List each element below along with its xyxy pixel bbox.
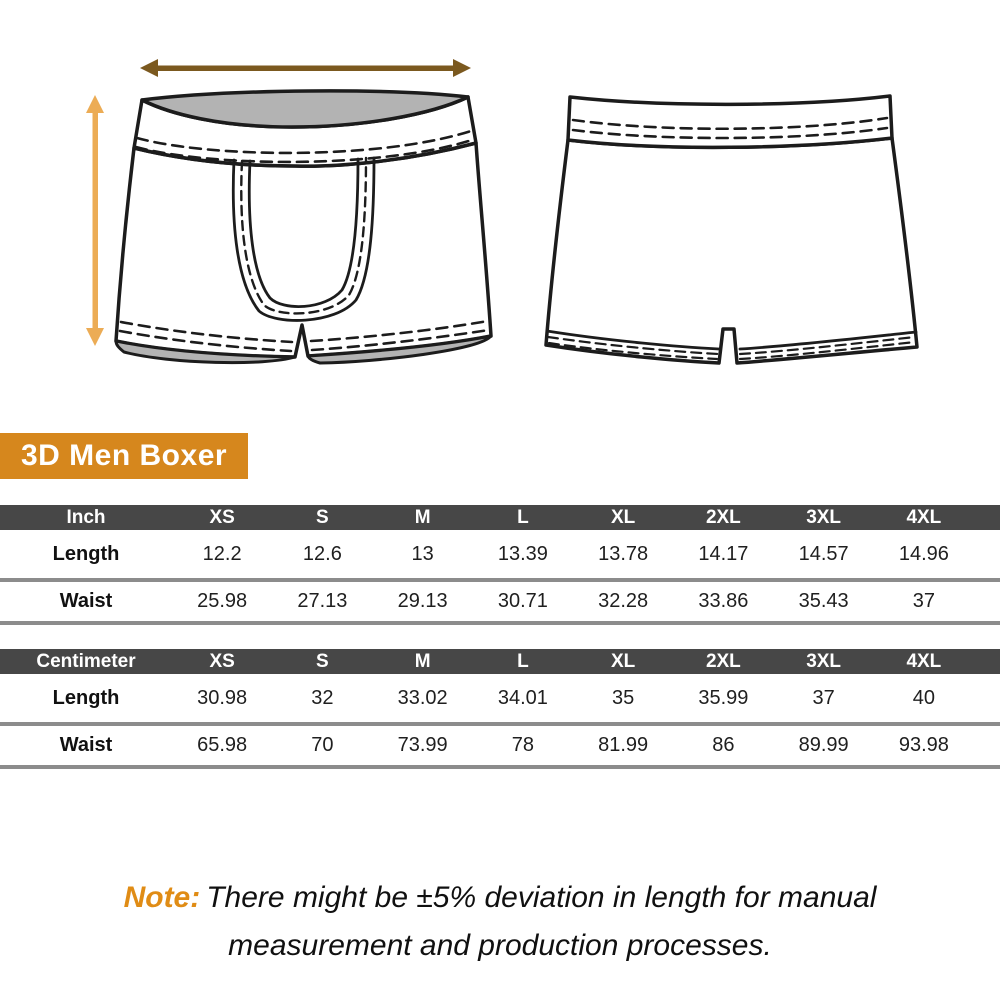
value-cell: 86: [712, 734, 735, 756]
inch-header-row: Inch XS S M L XL 2XL 3XL 4XL: [0, 505, 1000, 530]
size-header-cell: M: [414, 650, 431, 672]
value-cell: 33.86: [698, 590, 749, 612]
boxer-illustration: [86, 59, 919, 365]
value-cell: 32.28: [598, 590, 649, 612]
size-header-cell: 3XL: [806, 506, 842, 528]
table-row: Waist 25.98 27.13 29.13 30.71 32.28 33.8…: [0, 578, 1000, 621]
size-header-cell: 2XL: [705, 650, 741, 672]
length-arrow-icon: [86, 95, 104, 346]
size-header-cell: 2XL: [705, 506, 741, 528]
size-header-cell: 4XL: [906, 506, 942, 528]
centimeter-header-row: Centimeter XS S M L XL 2XL 3XL 4XL: [0, 649, 1000, 674]
value-cell: 35: [612, 686, 635, 709]
size-header-cell: 3XL: [806, 650, 842, 672]
value-cell: 65.98: [197, 734, 248, 756]
value-cell: 13.39: [497, 542, 548, 565]
value-cell: 13: [411, 542, 434, 565]
row-label: Waist: [59, 590, 113, 612]
value-cell: 40: [912, 686, 935, 709]
value-cell: 27.13: [297, 590, 348, 612]
size-table-inch: Inch XS S M L XL 2XL 3XL 4XL Length 12.2…: [0, 505, 1000, 625]
size-header-cell: S: [316, 506, 329, 528]
value-cell: 30.98: [197, 686, 248, 709]
value-cell: 14.57: [798, 542, 849, 565]
value-cell: 14.17: [698, 542, 749, 565]
value-cell: 73.99: [397, 734, 448, 756]
back-view-illustration: [544, 94, 919, 365]
row-label: Length: [52, 686, 120, 709]
waist-arrow-icon: [140, 59, 471, 77]
size-table-centimeter: Centimeter XS S M L XL 2XL 3XL 4XL Lengt…: [0, 649, 1000, 769]
size-header-cell: L: [517, 650, 529, 672]
value-cell: 12.2: [202, 542, 242, 565]
row-label: Length: [52, 542, 120, 565]
value-cell: 29.13: [397, 590, 448, 612]
value-cell: 37: [812, 686, 835, 709]
table-row: Length 30.98 32 33.02 34.01 35 35.99 37 …: [0, 674, 1000, 722]
value-cell: 81.99: [598, 734, 649, 756]
value-cell: 13.78: [598, 542, 649, 565]
note-text: There might be ±5% deviation in length f…: [206, 881, 877, 962]
size-header-cell: XS: [209, 506, 235, 528]
note-label: Note:: [123, 881, 201, 914]
size-header-cell: XS: [209, 650, 235, 672]
value-cell: 35.99: [698, 686, 749, 709]
value-cell: 25.98: [197, 590, 248, 612]
value-cell: 37: [912, 590, 935, 612]
row-label: Waist: [59, 734, 113, 756]
unit-header-cell: Inch: [66, 506, 106, 528]
value-cell: 14.96: [898, 542, 949, 565]
size-header-cell: M: [414, 506, 431, 528]
note: Note: There might be ±5% deviation in len…: [50, 874, 950, 970]
value-cell: 89.99: [798, 734, 849, 756]
front-view-illustration: [114, 89, 493, 365]
table-row: Waist 65.98 70 73.99 78 81.99 86 89.99 9…: [0, 722, 1000, 765]
size-header-cell: L: [517, 506, 529, 528]
value-cell: 33.02: [397, 686, 448, 709]
value-cell: 32: [311, 686, 334, 709]
page-title: 3D Men Boxer: [0, 433, 248, 479]
value-cell: 70: [311, 734, 334, 756]
size-header-cell: S: [316, 650, 329, 672]
size-header-cell: 4XL: [906, 650, 942, 672]
unit-header-cell: Centimeter: [36, 650, 136, 672]
table-row: Length 12.2 12.6 13 13.39 13.78 14.17 14…: [0, 530, 1000, 578]
value-cell: 78: [511, 734, 534, 756]
value-cell: 12.6: [302, 542, 342, 565]
value-cell: 34.01: [497, 686, 548, 709]
size-header-cell: XL: [610, 506, 636, 528]
value-cell: 35.43: [798, 590, 849, 612]
value-cell: 30.71: [497, 590, 548, 612]
value-cell: 93.98: [898, 734, 949, 756]
size-header-cell: XL: [610, 650, 636, 672]
